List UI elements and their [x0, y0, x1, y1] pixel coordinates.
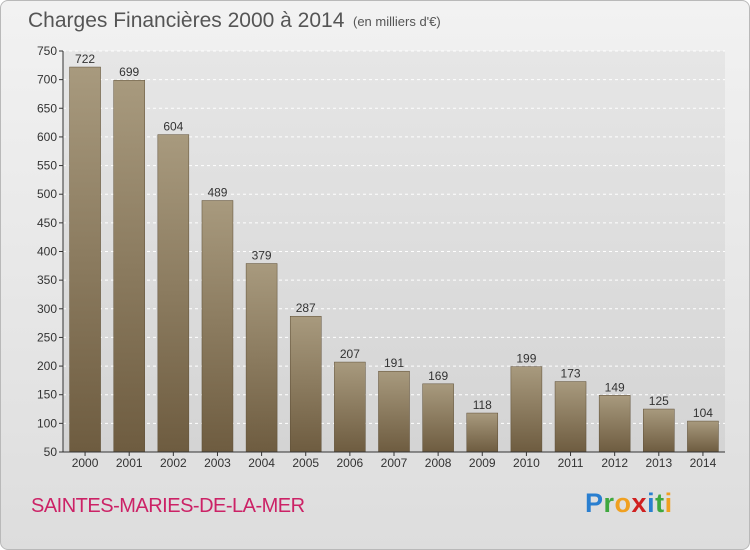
- brand-letter: x: [631, 488, 648, 518]
- place-name: SAINTES-MARIES-DE-LA-MER: [31, 495, 305, 517]
- brand-logo[interactable]: Proxiti: [585, 488, 673, 519]
- x-tick-label: 2001: [116, 456, 143, 470]
- bar: [289, 315, 322, 453]
- y-tick-label: 150: [37, 388, 57, 402]
- x-tick-label: 2002: [160, 456, 187, 470]
- x-tick-label: 2007: [381, 456, 408, 470]
- x-tick-label: 2004: [248, 456, 275, 470]
- bar: [113, 79, 145, 453]
- bar-value-label: 722: [75, 52, 95, 66]
- y-tick-label: 500: [37, 187, 57, 201]
- bar-value-label: 173: [561, 367, 581, 381]
- y-tick-label: 650: [37, 101, 57, 115]
- x-tick-label: 2003: [204, 456, 231, 470]
- brand-letter: r: [603, 488, 615, 518]
- bar-value-label: 149: [605, 380, 625, 394]
- x-tick-label: 2009: [469, 456, 496, 470]
- x-tick-label: 2006: [337, 456, 364, 470]
- chart-title: Charges Financières 2000 à 2014: [28, 9, 345, 32]
- brand-letter: i: [664, 488, 673, 518]
- x-tick-label: 2014: [690, 456, 717, 470]
- brand-letter: P: [585, 488, 604, 518]
- y-tick-label: 700: [37, 73, 57, 87]
- bar-value-label: 118: [473, 398, 492, 412]
- bar-value-label: 287: [296, 301, 316, 315]
- brand-letter: i: [647, 488, 656, 518]
- bar-value-label: 104: [693, 406, 713, 420]
- bar: [466, 412, 499, 453]
- y-tick-label: 300: [37, 302, 57, 316]
- bar-value-label: 379: [252, 249, 272, 263]
- bar: [554, 381, 587, 453]
- brand-letter: t: [655, 488, 665, 518]
- y-tick-label: 400: [37, 245, 57, 259]
- bar-value-label: 125: [649, 394, 669, 408]
- bar: [643, 408, 675, 453]
- bar-value-label: 207: [340, 347, 360, 361]
- x-tick-label: 2011: [558, 456, 584, 470]
- x-tick-label: 2008: [425, 456, 452, 470]
- bar: [69, 66, 101, 453]
- y-tick-label: 350: [37, 273, 57, 287]
- brand-letter: o: [614, 488, 632, 518]
- x-tick-label: 2010: [513, 456, 540, 470]
- x-tick-label: 2013: [645, 456, 672, 470]
- bar: [201, 200, 234, 453]
- y-tick-label: 600: [37, 130, 57, 144]
- x-tick-label: 2005: [292, 456, 319, 470]
- y-tick-label: 750: [37, 44, 57, 58]
- y-tick-label: 250: [37, 330, 57, 344]
- bar: [422, 383, 454, 453]
- bar-value-label: 699: [119, 65, 139, 79]
- bar: [598, 395, 631, 453]
- y-tick-label: 50: [44, 445, 58, 459]
- y-tick-label: 200: [37, 359, 57, 373]
- bar-value-label: 169: [428, 369, 448, 383]
- bar-value-label: 191: [384, 356, 404, 370]
- x-tick-label: 2012: [601, 456, 628, 470]
- x-tick-label: 2000: [72, 456, 99, 470]
- bar-value-label: 489: [207, 186, 227, 200]
- y-tick-label: 100: [37, 416, 57, 430]
- y-tick-label: 550: [37, 159, 57, 173]
- bar: [245, 263, 278, 453]
- bar-value-label: 199: [516, 352, 536, 366]
- bar: [378, 370, 410, 453]
- chart-subtitle: (en milliers d'€): [353, 14, 441, 29]
- bar-value-label: 604: [163, 120, 183, 134]
- y-tick-label: 450: [37, 216, 57, 230]
- bar: [334, 361, 366, 453]
- bar: [687, 420, 719, 453]
- bar: [157, 134, 190, 453]
- bar: [510, 366, 543, 453]
